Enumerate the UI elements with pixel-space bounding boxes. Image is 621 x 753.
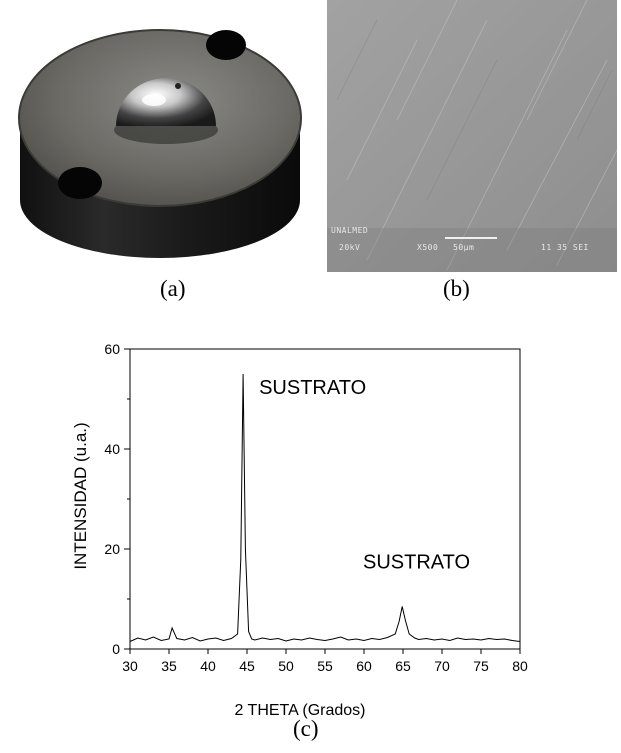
x-tick-label: 35 (161, 658, 177, 674)
x-tick-label: 60 (356, 658, 372, 674)
panel-label-b: (b) (443, 276, 470, 301)
x-tick-label: 80 (512, 658, 528, 674)
series-line (129, 373, 521, 642)
x-tick-label: 45 (239, 658, 255, 674)
sem-info: 11 35 SEI (541, 243, 589, 252)
sample-photo (6, 0, 312, 272)
y-tick-label: 40 (104, 441, 120, 457)
x-tick-label: 70 (434, 658, 450, 674)
sem-voltage: 20kV (339, 243, 361, 252)
x-tick-label: 55 (317, 658, 333, 674)
sample-disc-image (6, 0, 312, 272)
panel-label-c: (c) (293, 716, 319, 741)
peak-annotation: SUSTRATO (363, 552, 470, 574)
x-tick-label: 75 (473, 658, 489, 674)
hole-bottom-left (58, 167, 102, 199)
sem-micrograph: UNALMED 20kV X500 50μm 11 35 SEI (327, 0, 617, 272)
y-tick-label: 60 (104, 341, 120, 357)
xrd-chart: INTENSIDAD (u.a.) 2 THETA (Grados) 30 35 4… (60, 335, 600, 725)
x-tick-label: 65 (395, 658, 411, 674)
y-axis-label: INTENSIDAD (u.a.) (71, 422, 90, 569)
sem-scale: 50μm (453, 243, 475, 252)
peak-annotation: SUSTRATO (259, 377, 366, 399)
panel-label-a: (a) (160, 276, 186, 301)
y-tick-label: 0 (112, 641, 120, 657)
hole-top-right (206, 30, 246, 60)
x-axis-label: 2 THETA (Grados) (235, 702, 366, 719)
x-tick-label: 30 (122, 658, 138, 674)
y-tick-label: 20 (104, 541, 120, 557)
sem-magnification: X500 (417, 243, 439, 252)
x-tick-label: 40 (200, 658, 216, 674)
sem-label-lab: UNALMED (331, 226, 369, 235)
x-tick-label: 50 (278, 658, 294, 674)
